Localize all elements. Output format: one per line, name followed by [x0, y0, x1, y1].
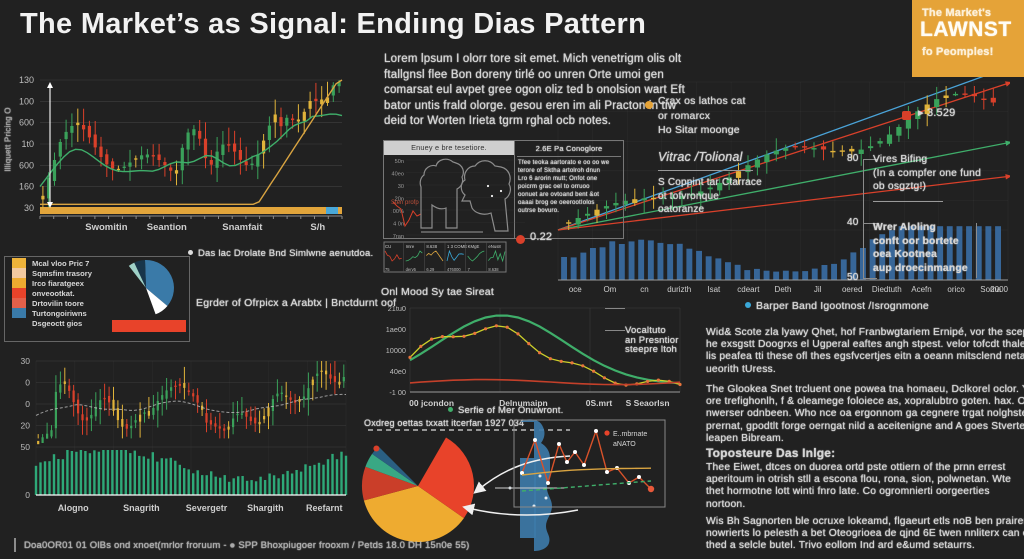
svg-text:50n: 50n	[395, 159, 404, 165]
svg-text:1ae00: 1ae00	[386, 325, 406, 334]
svg-text:KMgE: KMgE	[468, 244, 480, 249]
svg-text:0: 0	[25, 378, 30, 388]
svg-text:Swomitin: Swomitin	[85, 222, 127, 233]
svg-text:Shargith: Shargith	[247, 503, 284, 513]
svg-text:Diedtuth: Diedtuth	[872, 285, 902, 294]
svg-text:30: 30	[24, 203, 34, 213]
svg-text:orico: orico	[947, 285, 965, 294]
svg-text:Om: Om	[603, 285, 616, 294]
svg-text:oce: oce	[569, 285, 582, 294]
svg-text:Alogno: Alogno	[58, 503, 89, 513]
svg-text:Isat: Isat	[707, 285, 721, 294]
svg-text:Acefn: Acefn	[911, 285, 931, 294]
svg-text:derv5: derv5	[406, 267, 417, 272]
svg-text:Reefarnt: Reefarnt	[306, 503, 343, 513]
svg-text:durizth: durizth	[667, 285, 691, 294]
svg-text:100: 100	[19, 96, 34, 106]
svg-text:Imre: Imre	[406, 244, 415, 249]
svg-text:40eo: 40eo	[392, 172, 404, 178]
svg-text:1 3 COME: 1 3 COME	[447, 244, 467, 249]
svg-text:Dsgeoctt gios: Dsgeoctt gios	[32, 319, 82, 328]
svg-text:7ran: 7ran	[393, 234, 404, 240]
svg-text:E..mbrnate: E..mbrnate	[613, 431, 647, 438]
svg-text:4 0n: 4 0n	[393, 222, 404, 228]
svg-text:0S.mrt: 0S.mrt	[586, 398, 613, 408]
svg-text:8.638: 8.638	[426, 244, 437, 249]
svg-text:Seantion: Seantion	[147, 222, 187, 233]
svg-text:20: 20	[21, 421, 31, 431]
svg-text:8.638: 8.638	[488, 267, 499, 272]
svg-text:476000: 476000	[447, 267, 461, 272]
svg-text:1t0: 1t0	[21, 139, 34, 149]
svg-text:-1 00: -1 00	[389, 388, 406, 397]
svg-text:Irco fiaratgeex: Irco fiaratgeex	[32, 279, 85, 288]
svg-text:Turtongoiriwns: Turtongoiriwns	[32, 309, 87, 318]
svg-text:40e0: 40e0	[390, 367, 406, 376]
svg-text:Deth: Deth	[775, 285, 792, 294]
svg-text:S Seaorlsn: S Seaorlsn	[626, 398, 670, 408]
svg-text:160: 160	[19, 182, 34, 192]
svg-text:130: 130	[19, 75, 34, 85]
svg-text:6.29: 6.29	[426, 267, 435, 272]
svg-text:7: 7	[468, 267, 471, 272]
svg-text:Sten profp: Sten profp	[391, 200, 419, 206]
svg-text:cdeart: cdeart	[737, 285, 760, 294]
svg-text:600: 600	[19, 118, 34, 128]
svg-text:0: 0	[25, 399, 30, 409]
svg-text:Sqmsfim trasory: Sqmsfim trasory	[32, 269, 93, 278]
svg-text:Snagrith: Snagrith	[123, 503, 160, 513]
svg-text:Mcal vloo Pric 7: Mcal vloo Pric 7	[32, 259, 89, 268]
svg-text:75: 75	[385, 267, 390, 272]
svg-text:2000: 2000	[990, 285, 1008, 294]
svg-text:600: 600	[19, 160, 34, 170]
svg-text:30: 30	[398, 184, 404, 190]
svg-text:Jil: Jil	[814, 285, 822, 294]
svg-text:Severgetr: Severgetr	[186, 503, 228, 513]
svg-text:Snamfait: Snamfait	[222, 222, 263, 233]
svg-text:Drtovilin toore: Drtovilin toore	[32, 299, 84, 308]
svg-text:oered: oered	[842, 285, 862, 294]
svg-text:10000: 10000	[386, 346, 406, 355]
svg-text:onveootkat.: onveootkat.	[32, 289, 75, 298]
svg-text:eNus8: eNus8	[488, 244, 501, 249]
svg-text:0: 0	[25, 490, 30, 500]
svg-text:cn: cn	[640, 285, 648, 294]
svg-text:aNATO: aNATO	[613, 441, 636, 448]
svg-text:30: 30	[21, 356, 31, 366]
svg-text:CU: CU	[385, 244, 391, 249]
svg-text:S/h: S/h	[310, 222, 325, 233]
svg-text:50: 50	[21, 442, 31, 452]
